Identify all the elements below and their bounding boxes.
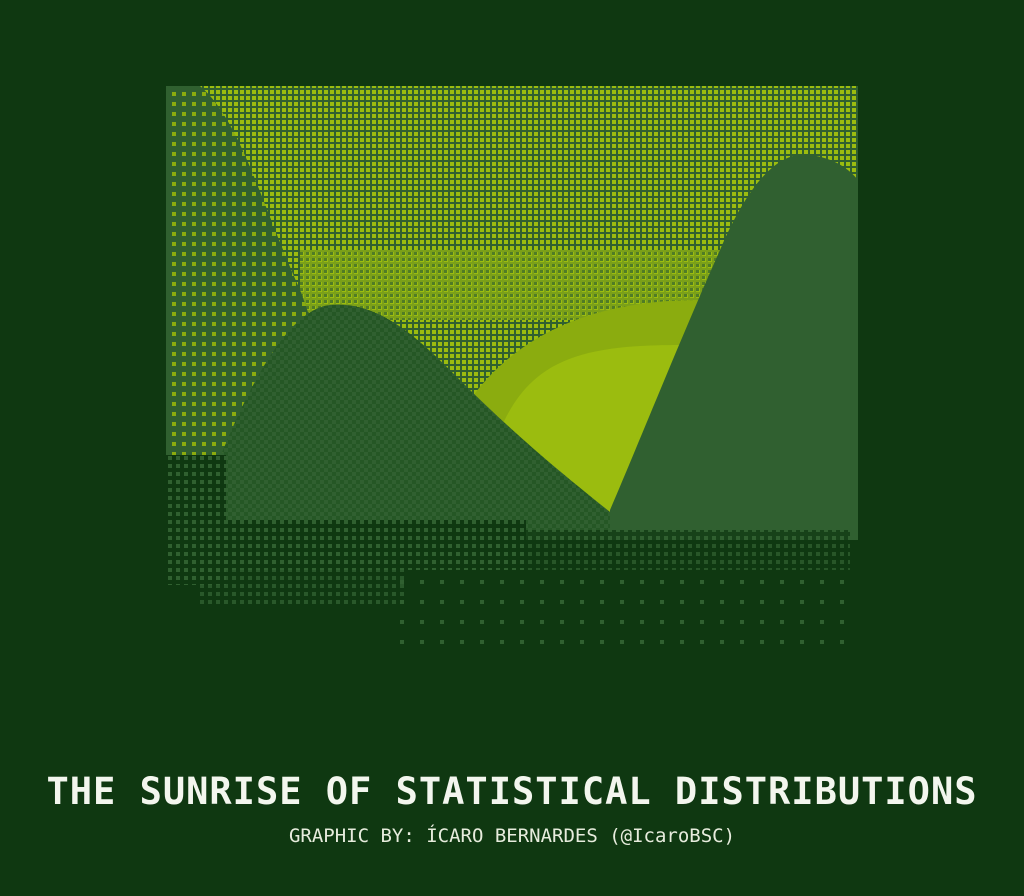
right-peak: [610, 154, 858, 540]
pixel-art-landscape: [166, 86, 858, 650]
middle-hill: [190, 304, 640, 540]
page-title: THE SUNRISE OF STATISTICAL DISTRIBUTIONS: [46, 770, 978, 813]
credit-line: GRAPHIC BY: ÍCARO BERNARDES (@IcaroBSC): [288, 825, 736, 847]
scene: [166, 86, 858, 540]
dithered-reflection: [166, 455, 850, 650]
